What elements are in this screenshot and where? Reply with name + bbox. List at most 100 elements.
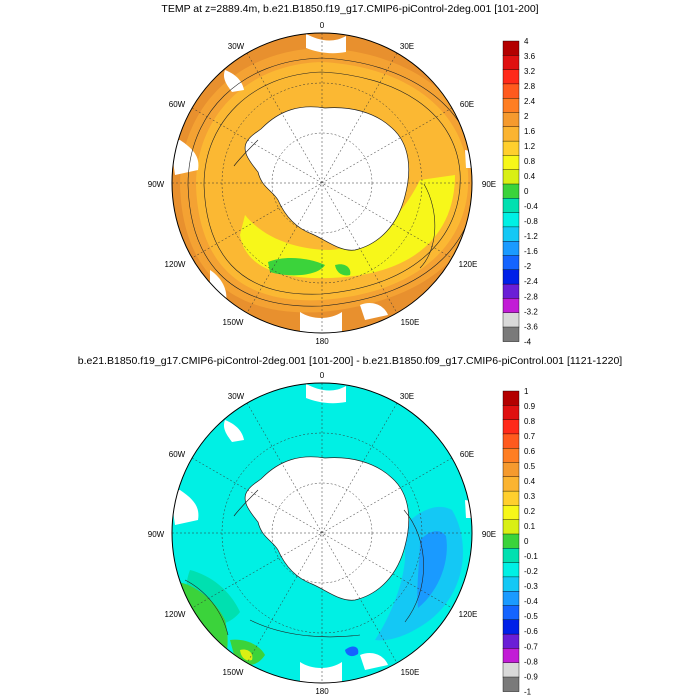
colorbar-swatch <box>502 562 520 578</box>
colorbar-swatch <box>502 283 520 299</box>
colorbar-tick-label: -0.3 <box>524 582 538 591</box>
lon-label-30w: 30W <box>228 42 245 51</box>
colorbar-tick-label: -0.9 <box>524 672 538 681</box>
colorbar-swatch <box>502 419 520 435</box>
colorbar-swatch <box>502 619 520 635</box>
colorbar-tick-label: -1.2 <box>524 232 538 241</box>
colorbar-tick-label: 0 <box>524 537 529 546</box>
colorbar-swatch <box>502 212 520 228</box>
bottom-map-field <box>172 383 472 683</box>
colorbar-tick-label: 3.2 <box>524 67 536 76</box>
colorbar-tick-label: 0 <box>524 187 529 196</box>
colorbar-tick-label: 2.4 <box>524 97 536 106</box>
colorbar-tick-label: -0.5 <box>524 612 538 621</box>
colorbar-swatch <box>502 533 520 549</box>
colorbar-tick-label: 0.3 <box>524 492 536 501</box>
bottom-colorbar: 1 0.9 0.8 0.7 0.6 0.5 0.4 0.3 0.2 0.1 0 -0.1 -0.2 -0.… <box>502 387 538 696</box>
lon-label-90e: 90E <box>482 530 496 539</box>
colorbar-tick-label: -2 <box>524 262 532 271</box>
lon-label-120w: 120W <box>165 260 186 269</box>
colorbar-swatch <box>502 112 520 128</box>
lon-label-120e: 120E <box>459 260 478 269</box>
colorbar-tick-label: -0.8 <box>524 657 538 666</box>
top-map-boundary <box>171 32 473 334</box>
colorbar-tick-label: -3.2 <box>524 307 538 316</box>
lon-label-90w: 90W <box>148 180 165 189</box>
colorbar-tick-label: 2 <box>524 112 529 121</box>
colorbar-swatch <box>502 255 520 271</box>
colorbar-swatch <box>502 226 520 242</box>
top-map-title: TEMP at z=2889.4m, b.e21.B1850.f19_g17.C… <box>161 3 539 15</box>
lon-label-60w: 60W <box>169 450 186 459</box>
lon-label-0: 0 <box>320 21 325 30</box>
bottom-map-panel: 0 30E 60E 90E 120E 150E 180 150W 120W 90… <box>148 371 539 696</box>
colorbar-tick-label: -2.4 <box>524 277 538 286</box>
top-map-lon-labels: 0 30E 60E 90E 120E 150E 180 150W 120W 90… <box>148 21 496 346</box>
colorbar-tick-label: -0.1 <box>524 552 538 561</box>
colorbar-swatch <box>502 519 520 535</box>
colorbar-swatch <box>502 548 520 564</box>
colorbar-swatch <box>502 405 520 421</box>
colorbar-swatch <box>502 676 520 692</box>
lon-label-60w: 60W <box>169 100 186 109</box>
colorbar-swatch <box>502 97 520 113</box>
top-map-field <box>172 33 472 333</box>
colorbar-swatch <box>502 605 520 621</box>
top-colorbar: 4 3.6 3.2 2.8 2.4 2 1.6 1.2 0.8 0.4 0 -0.4 -0.8 -1.2 -… <box>502 37 538 346</box>
colorbar-tick-label: -0.4 <box>524 202 538 211</box>
colorbar-swatch <box>502 155 520 171</box>
colorbar-swatch <box>502 183 520 199</box>
bottom-map-lon-labels: 0 30E 60E 90E 120E 150E 180 150W 120W 90… <box>148 371 496 696</box>
colorbar-swatch <box>502 83 520 99</box>
top-map-panel: 0 30E 60E 90E 120E 150E 180 150W 120W 90… <box>148 21 539 346</box>
colorbar-tick-label: 0.8 <box>524 417 536 426</box>
colorbar-swatch <box>502 648 520 664</box>
colorbar-swatch <box>502 490 520 506</box>
colorbar-swatch <box>502 140 520 156</box>
lon-label-180: 180 <box>315 337 329 346</box>
colorbar-swatch <box>502 326 520 342</box>
colorbar-tick-label: 0.5 <box>524 462 536 471</box>
colorbar-tick-label: -4 <box>524 337 532 346</box>
colorbar-tick-label: -0.7 <box>524 642 538 651</box>
colorbar-swatch <box>502 198 520 214</box>
colorbar-swatch <box>502 69 520 85</box>
colorbar-swatch <box>502 126 520 142</box>
bottom-map-graticule <box>172 383 472 683</box>
colorbar-tick-label: -0.2 <box>524 567 538 576</box>
colorbar-swatch <box>502 55 520 71</box>
colorbar-tick-label: -3.6 <box>524 322 538 331</box>
colorbar-swatch <box>502 169 520 185</box>
lon-label-150w: 150W <box>223 668 244 677</box>
colorbar-tick-label: 0.6 <box>524 447 536 456</box>
colorbar-swatch <box>502 633 520 649</box>
colorbar-swatch <box>502 590 520 606</box>
colorbar-tick-label: -2.8 <box>524 292 538 301</box>
colorbar-tick-label: -1.6 <box>524 247 538 256</box>
lon-label-120w: 120W <box>165 610 186 619</box>
colorbar-swatch <box>502 447 520 463</box>
colorbar-swatch <box>502 240 520 256</box>
colorbar-tick-label: 1 <box>524 387 529 396</box>
colorbar-swatch <box>502 312 520 328</box>
colorbar-tick-label: 4 <box>524 37 529 46</box>
colorbar-tick-label: 0.9 <box>524 402 536 411</box>
colorbar-tick-label: -0.8 <box>524 217 538 226</box>
colorbar-tick-label: 1.6 <box>524 127 536 136</box>
colorbar-tick-label: 0.8 <box>524 157 536 166</box>
lon-label-60e: 60E <box>460 100 474 109</box>
colorbar-tick-label: 0.7 <box>524 432 536 441</box>
colorbar-swatch <box>502 476 520 492</box>
colorbar-swatch <box>502 462 520 478</box>
lon-label-30e: 30E <box>400 42 414 51</box>
colorbar-tick-label: 0.4 <box>524 477 536 486</box>
lon-label-180: 180 <box>315 687 329 696</box>
lon-label-120e: 120E <box>459 610 478 619</box>
colorbar-tick-label: -0.4 <box>524 597 538 606</box>
bottom-map-boundary <box>171 382 473 684</box>
colorbar-swatch <box>502 576 520 592</box>
colorbar-swatch <box>502 298 520 314</box>
colorbar-swatch <box>502 433 520 449</box>
lon-label-150e: 150E <box>401 668 420 677</box>
colorbar-tick-label: 0.2 <box>524 507 536 516</box>
